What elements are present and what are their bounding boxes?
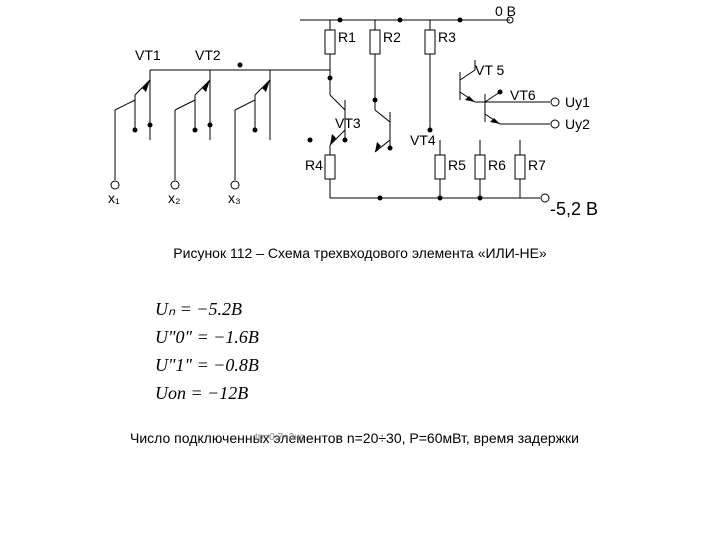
label-top-rail: 0 В bbox=[495, 3, 516, 19]
eq-U1: U"1" = −0.8B bbox=[155, 351, 259, 379]
eq-U0: U"0" = −1.6B bbox=[155, 323, 259, 351]
label-VT1: VT1 bbox=[135, 47, 161, 63]
figure-caption: Рисунок 112 – Схема трехвходового элемен… bbox=[170, 245, 550, 261]
label-x2: x₂ bbox=[168, 190, 180, 206]
label-R3: R3 bbox=[438, 29, 456, 45]
faint-text: tp=0,7÷3нс bbox=[255, 432, 305, 443]
label-Uy2: Uу2 bbox=[565, 116, 590, 132]
label-VT5: VT 5 bbox=[475, 62, 505, 78]
label-VT6: VT6 bbox=[510, 87, 536, 103]
label-Uy1: Uу1 bbox=[565, 94, 590, 110]
label-bottom-rail: -5,2 В bbox=[550, 199, 598, 219]
label-x3: x₃ bbox=[228, 190, 241, 206]
label-R7: R7 bbox=[528, 157, 546, 173]
circuit-diagram: 0 В R1 R2 R3 VT1 VT2 bbox=[80, 0, 640, 230]
label-R6: R6 bbox=[488, 157, 506, 173]
eq-Uon: Uoп = −12B bbox=[155, 379, 259, 407]
label-R2: R2 bbox=[383, 29, 401, 45]
eq-Un: Uₙ = −5.2B bbox=[155, 295, 259, 323]
label-R1: R1 bbox=[338, 29, 356, 45]
label-x1: x₁ bbox=[108, 190, 120, 206]
equation-block: Uₙ = −5.2B U"0" = −1.6B U"1" = −0.8B Uoп… bbox=[155, 295, 259, 407]
body-text: Число подключенных элементов n=20÷30, P=… bbox=[130, 430, 590, 446]
label-VT3: VT3 bbox=[335, 115, 361, 131]
label-VT4: VT4 bbox=[410, 132, 436, 148]
label-VT2: VT2 bbox=[195, 47, 221, 63]
label-R5: R5 bbox=[448, 157, 466, 173]
label-R4: R4 bbox=[305, 157, 323, 173]
